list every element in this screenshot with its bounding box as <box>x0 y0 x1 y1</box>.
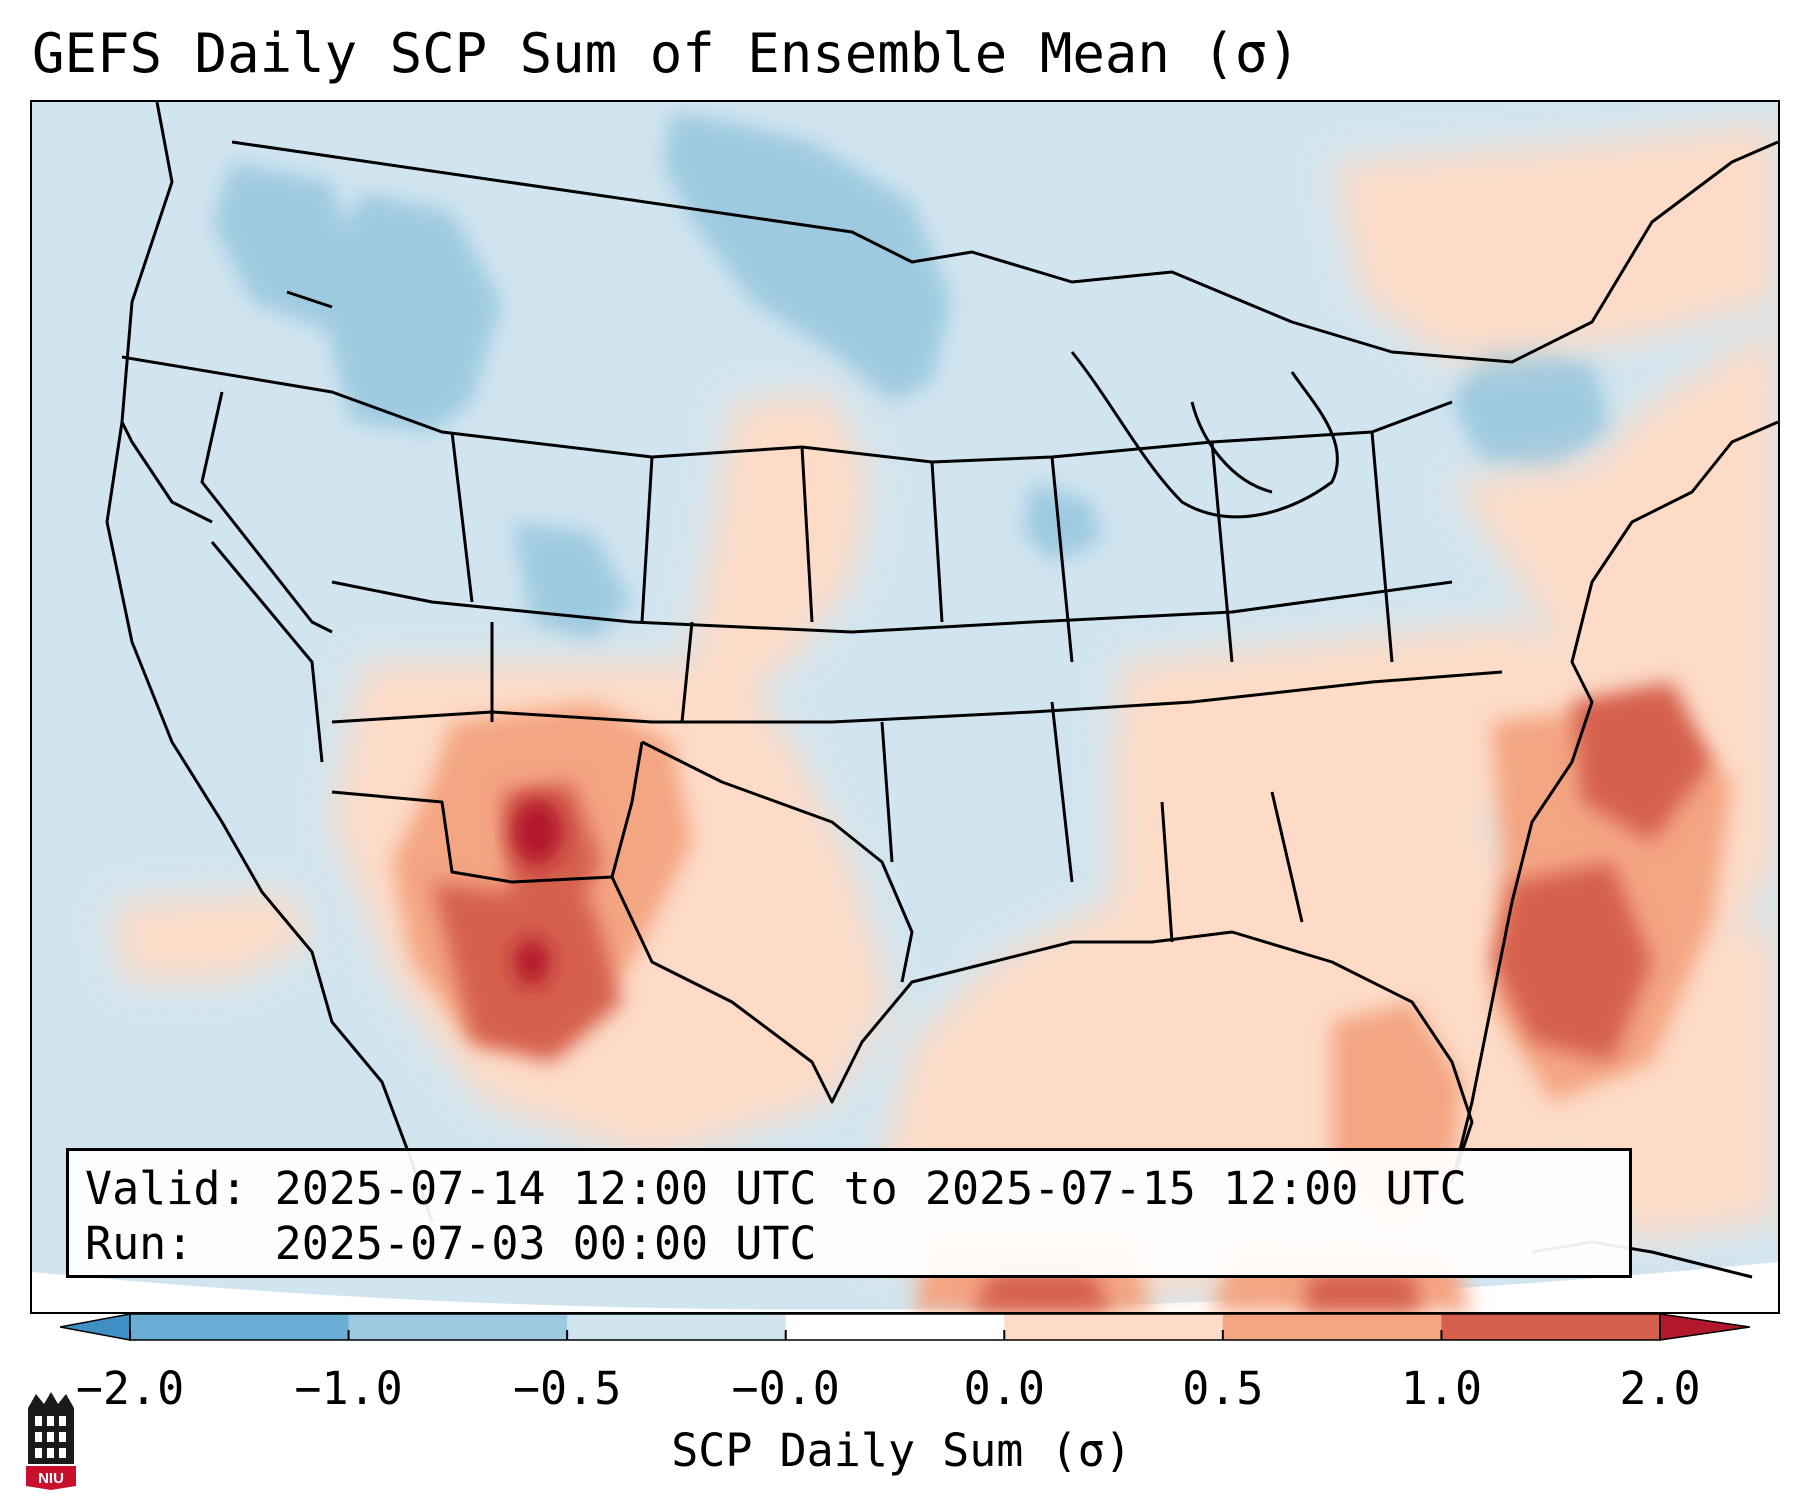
valid-time-range: 2025-07-14 12:00 UTC to 2025-07-15 12:00… <box>274 1162 1467 1215</box>
region-atlantic-max-off-carolinas <box>1572 682 1712 842</box>
logo-banner <box>26 1466 76 1490</box>
tick-label: 1.0 <box>1400 1362 1483 1415</box>
arizona-new-mexico-border <box>331 741 644 884</box>
colorbar <box>60 1313 1750 1341</box>
region-central-plains-positive <box>692 392 872 702</box>
region-cuba-strong <box>1302 1272 1422 1312</box>
anomaly-map <box>32 102 1778 1312</box>
region-new-mexico-max <box>511 798 563 866</box>
run-time: 2025-07-03 00:00 UTC <box>274 1217 817 1270</box>
colorbar-extend-min <box>60 1313 131 1341</box>
validity-info-box: Valid: 2025-07-14 12:00 UTC to 2025-07-1… <box>66 1148 1632 1278</box>
logo-tower <box>28 1392 74 1464</box>
southern-meridional-borders <box>490 621 1304 943</box>
logo-windows <box>35 1416 66 1458</box>
tick-label: −2.0 <box>75 1362 185 1415</box>
central-latitude-border <box>331 580 1453 634</box>
political-boundaries <box>105 102 1778 1279</box>
region-atlantic-south-strong <box>1492 862 1652 1062</box>
map-panel <box>30 100 1780 1314</box>
baja-coast <box>120 421 213 524</box>
colorbar-ticks <box>129 1330 1661 1340</box>
great-lakes-outline <box>1070 351 1339 519</box>
region-sonora-max <box>514 938 550 986</box>
east-coastline <box>1450 420 1778 1183</box>
california-nevada-border <box>200 391 333 634</box>
southern-central-border <box>331 670 1503 724</box>
positive-anomaly-layer-max <box>511 798 563 986</box>
tick-label: 2.0 <box>1619 1362 1701 1415</box>
tick-label: 0.0 <box>963 1362 1045 1415</box>
northern-state-borders <box>121 290 1453 464</box>
map-title: GEFS Daily SCP Sum of Ensemble Mean (σ) <box>32 22 1300 85</box>
colorbar-bin <box>348 1314 568 1340</box>
colorbar-bin <box>567 1314 787 1340</box>
region-pacific-northwest-negative <box>212 162 362 332</box>
positive-anomaly-layer-strong <box>432 682 1712 1312</box>
colorbar-bin <box>1004 1314 1224 1340</box>
colorbar-bin <box>1441 1314 1661 1340</box>
texas-north-border <box>641 740 914 983</box>
valid-label: Valid: <box>85 1162 248 1215</box>
colorbar-label: SCP Daily Sum (σ) <box>671 1424 1132 1477</box>
colorbar-bin <box>130 1314 350 1340</box>
region-northern-plains-negative <box>662 112 952 402</box>
nevada-border <box>210 541 324 763</box>
region-northeast-canada-positive <box>1332 122 1778 362</box>
gulf-coastline <box>610 876 1474 1183</box>
tick-label: −0.5 <box>512 1362 622 1415</box>
colorbar-bin <box>1222 1314 1442 1340</box>
meridional-state-borders <box>450 431 1394 663</box>
tick-label: −0.0 <box>731 1362 840 1415</box>
colorbar-bins <box>60 1313 1750 1341</box>
region-east-pacific-positive <box>112 892 312 982</box>
lake-michigan-outline <box>1190 401 1273 494</box>
logo-text: NIU <box>38 1470 64 1487</box>
region-yucatan-strong <box>972 1272 1112 1312</box>
niu-logo: NIU <box>26 1392 76 1490</box>
tick-label: 0.5 <box>1182 1362 1264 1415</box>
west-coastline <box>105 102 434 1223</box>
region-great-lakes-negative <box>1452 332 1612 472</box>
region-northern-rockies-negative <box>322 192 502 432</box>
canada-border <box>231 140 1778 364</box>
run-label: Run: <box>85 1217 194 1270</box>
colorbar-outline <box>129 1313 1661 1341</box>
region-iowa-negative <box>1022 482 1102 562</box>
colorbar-extend-max <box>1659 1313 1750 1341</box>
colorbar-bin <box>785 1314 1005 1340</box>
tick-label: −1.0 <box>294 1362 403 1415</box>
